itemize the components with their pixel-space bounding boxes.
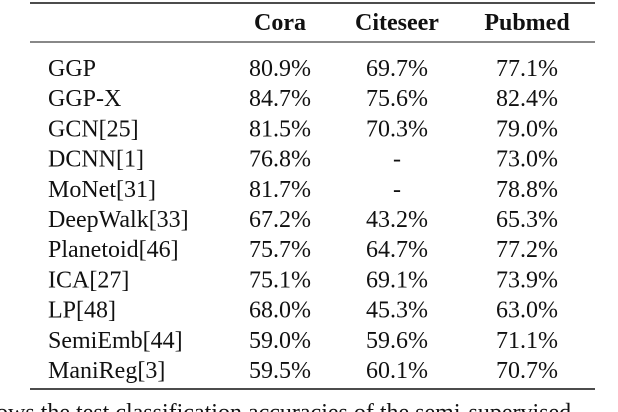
method-name: ManiReg[3] [48,358,165,384]
method-name: DeepWalk[33] [48,207,189,233]
accuracy-cell: 64.7% [366,237,428,263]
accuracy-cell: - [393,147,401,173]
accuracy-cell: 68.0% [249,298,311,324]
method-name: ICA[27] [48,267,129,293]
accuracy-cell: - [393,177,401,203]
accuracy-cell: 80.9% [249,56,311,82]
method-name: GCN[25] [48,116,139,142]
accuracy-cell: 71.1% [496,328,558,354]
accuracy-cell: 75.1% [249,267,311,293]
accuracy-cell: 43.2% [366,207,428,233]
method-name: MoNet[31] [48,177,156,203]
method-name: DCNN[1] [48,147,144,173]
accuracy-cell: 75.6% [366,86,428,112]
accuracy-cell: 76.8% [249,147,311,173]
accuracy-cell: 82.4% [496,86,558,112]
method-name: GGP [48,56,96,82]
accuracy-cell: 81.7% [249,177,311,203]
accuracy-cell: 69.1% [366,267,428,293]
accuracy-cell: 45.3% [366,298,428,324]
accuracy-cell: 70.3% [366,116,428,142]
accuracy-cell: 73.9% [496,267,558,293]
accuracy-cell: 77.1% [496,56,558,82]
accuracy-cell: 65.3% [496,207,558,233]
accuracy-cell: 73.0% [496,147,558,173]
accuracy-cell: 77.2% [496,237,558,263]
accuracy-cell: 69.7% [366,56,428,82]
accuracy-cell: 60.1% [366,358,428,384]
accuracy-cell: 75.7% [249,237,311,263]
method-name: SemiEmb[44] [48,328,183,354]
accuracy-cell: 59.0% [249,328,311,354]
column-header: Citeseer [355,10,439,36]
accuracy-cell: 59.6% [366,328,428,354]
accuracy-cell: 84.7% [249,86,311,112]
column-header: Pubmed [484,10,570,36]
accuracy-cell: 79.0% [496,116,558,142]
accuracy-cell: 59.5% [249,358,311,384]
accuracy-cell: 67.2% [249,207,311,233]
column-header: Cora [254,10,306,36]
method-name: Planetoid[46] [48,237,179,263]
caption: ows the test classification accuracies o… [0,400,571,412]
accuracy-cell: 70.7% [496,358,558,384]
accuracy-cell: 78.8% [496,177,558,203]
accuracy-cell: 81.5% [249,116,311,142]
accuracy-cell: 63.0% [496,298,558,324]
method-name: GGP-X [48,86,121,112]
method-name: LP[48] [48,298,116,324]
